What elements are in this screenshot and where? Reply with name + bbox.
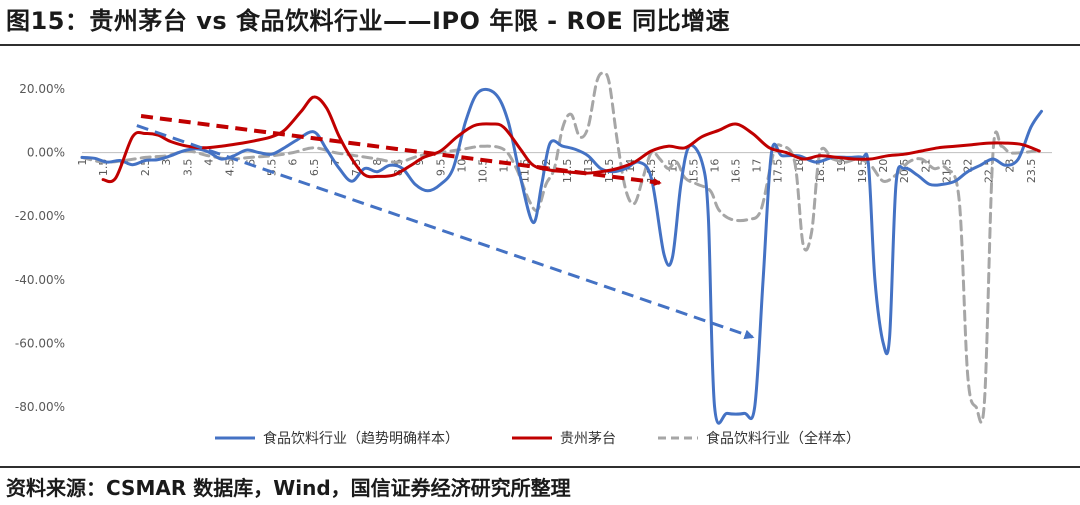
- legend-item-moutai: 贵州茅台: [512, 431, 616, 447]
- x-tick-label: 16: [708, 159, 721, 173]
- x-tick-label: 6.5: [308, 159, 321, 177]
- x-tick-label: 4: [202, 159, 215, 166]
- y-tick-label: -60.00%: [15, 336, 65, 350]
- x-tick-label: 16.5: [730, 159, 743, 184]
- legend-label: 贵州茅台: [560, 431, 616, 447]
- y-tick-label: 20.00%: [19, 82, 65, 96]
- series-line-food-trend: [80, 87, 1043, 425]
- x-tick-label: 20: [877, 159, 890, 173]
- legend-item-food-trend: 食品饮料行业（趋势明确样本）: [215, 430, 459, 447]
- x-tick-label: 8: [371, 159, 384, 166]
- x-tick-label: 13: [582, 159, 595, 173]
- legend-label: 食品饮料行业（全样本）: [706, 430, 860, 447]
- title-divider: [0, 44, 1080, 46]
- x-tick-label: 4.5: [223, 159, 236, 177]
- figure-title: 图15：贵州茅台 vs 食品饮料行业——IPO 年限 - ROE 同比增速: [6, 7, 731, 35]
- x-tick-label: 20.5: [898, 159, 911, 184]
- x-tick-label: 10.5: [477, 159, 490, 184]
- legend-label: 食品饮料行业（趋势明确样本）: [263, 430, 459, 447]
- x-tick-label: 10: [455, 159, 468, 173]
- x-tick-label: 1: [76, 159, 89, 166]
- x-tick-label: 21: [919, 159, 932, 173]
- x-tick-label: 15.5: [687, 159, 700, 184]
- footer-divider: [0, 466, 1080, 468]
- trend-arrow-moutai: [140, 114, 662, 187]
- x-tick-label: 9: [413, 159, 426, 166]
- x-tick-label: 17: [751, 159, 764, 173]
- x-tick-label: 23.5: [1025, 159, 1038, 184]
- x-tick-label: 3.5: [181, 159, 194, 177]
- y-axis: 20.00% 0.00% -20.00% -40.00% -60.00% -80.00%: [15, 82, 65, 414]
- legend-item-food-all: 食品饮料行业（全样本）: [658, 430, 860, 447]
- x-tick-label: 19.5: [856, 159, 869, 184]
- y-tick-label: 0.00%: [27, 146, 65, 160]
- x-tick-label: 9.5: [434, 159, 447, 177]
- figure-source: 资料来源：CSMAR 数据库，Wind，国信证券经济研究所整理: [6, 476, 571, 500]
- y-tick-label: -40.00%: [15, 273, 65, 287]
- x-tick-label: 5: [245, 159, 258, 166]
- trend-arrows: [136, 114, 755, 340]
- chart-legend: 食品饮料行业（趋势明确样本） 贵州茅台 食品饮料行业（全样本）: [215, 430, 860, 447]
- x-tick-label: 3: [160, 159, 173, 166]
- y-tick-label: -80.00%: [15, 400, 65, 414]
- x-tick-label: 6: [287, 159, 300, 166]
- trend-arrow-food: [136, 124, 755, 340]
- x-tick-label: 14.5: [645, 159, 658, 184]
- x-tick-label: 17.5: [772, 159, 785, 184]
- y-tick-label: -20.00%: [15, 209, 65, 223]
- line-chart: 20.00%0.00%-20.00%-40.00%-60.00%-80.00% …: [15, 71, 1052, 447]
